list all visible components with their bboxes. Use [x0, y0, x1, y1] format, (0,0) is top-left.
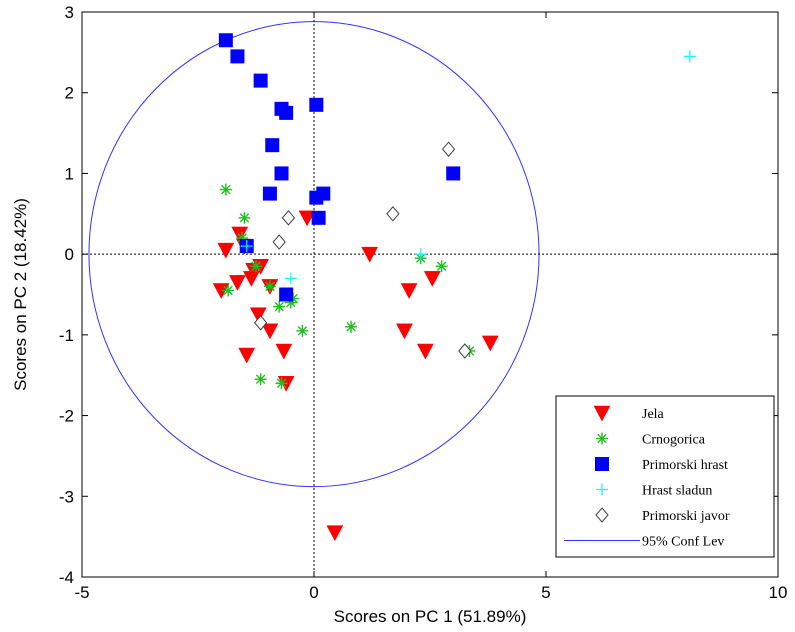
- data-point: [261, 323, 279, 340]
- y-axis-label: Scores on PC 2 (18.42%): [11, 198, 30, 391]
- data-point: [281, 210, 296, 226]
- data-point: [218, 33, 233, 48]
- legend-item: Jela: [593, 405, 665, 422]
- series-primorski-javor: [253, 141, 472, 359]
- data-point: [217, 242, 235, 259]
- legend-label: Primorski hrast: [642, 458, 728, 473]
- data-point: [416, 343, 434, 360]
- data-point: [683, 50, 696, 63]
- legend-item: 95% Conf Lev: [564, 535, 724, 550]
- axis-ticks: -5 0 5 10 -4 -3 -2 -1 0 1 2 3: [59, 3, 788, 602]
- data-point: [458, 343, 472, 359]
- y-tick-label: 3: [65, 3, 74, 22]
- y-tick-label: -2: [59, 407, 74, 426]
- data-point: [275, 377, 288, 390]
- x-tick-label: -5: [74, 583, 89, 602]
- data-point: [423, 271, 441, 287]
- legend-label: Crnogorica: [642, 433, 706, 448]
- data-point: [250, 260, 262, 273]
- data-point: [279, 105, 294, 120]
- data-point: [240, 240, 253, 253]
- data-point: [311, 210, 326, 225]
- data-point: [231, 226, 249, 243]
- data-point: [441, 141, 456, 157]
- data-point: [396, 323, 413, 340]
- data-point: [298, 210, 316, 227]
- legend-box: [555, 395, 775, 558]
- y-tick-label: -1: [59, 326, 74, 345]
- data-point: [242, 271, 260, 287]
- legend: Jela Crnogorica Primorski hrast Hrast sladu…: [555, 395, 775, 558]
- data-point: [446, 166, 461, 181]
- data-point: [229, 275, 246, 291]
- y-tick-label: -4: [59, 568, 74, 587]
- data-point: [284, 272, 297, 285]
- legend-marker: [596, 483, 608, 496]
- data-point: [253, 314, 268, 331]
- zero-lines: [82, 12, 778, 577]
- legend-label: Hrast sladun: [642, 484, 712, 499]
- data-point: [238, 211, 251, 224]
- data-point: [263, 280, 276, 293]
- data-point: [230, 49, 245, 64]
- x-axis-label: Scores on PC 1 (51.89%): [334, 607, 527, 626]
- legend-marker: [595, 457, 609, 471]
- x-tick-label: 0: [309, 583, 318, 602]
- legend-item: Primorski hrast: [595, 457, 728, 473]
- y-tick-label: 2: [65, 84, 74, 103]
- data-point: [435, 260, 448, 273]
- data-points: [212, 33, 696, 542]
- data-point: [238, 347, 256, 364]
- data-point: [361, 246, 379, 263]
- data-point: [279, 287, 294, 302]
- x-tick-label: 5: [541, 583, 550, 602]
- data-point: [414, 248, 427, 261]
- legend-item: Hrast sladun: [596, 483, 712, 499]
- y-tick-label: -3: [59, 487, 74, 506]
- data-point: [249, 307, 267, 324]
- legend-label: Jela: [642, 407, 665, 422]
- y-tick-label: 1: [65, 164, 74, 183]
- data-point: [262, 186, 277, 201]
- data-point: [386, 206, 400, 222]
- data-point: [222, 284, 235, 297]
- data-point: [400, 283, 418, 299]
- data-point: [219, 183, 232, 196]
- data-point: [309, 97, 324, 112]
- data-point: [253, 73, 268, 88]
- legend-item: Crnogorica: [596, 432, 706, 448]
- legend-marker: [593, 405, 611, 422]
- legend-label: Primorski javor: [642, 509, 730, 524]
- y-tick-label: 0: [65, 245, 74, 264]
- data-point: [265, 138, 280, 153]
- data-point: [274, 166, 289, 181]
- data-point: [326, 525, 344, 542]
- data-point: [272, 234, 286, 250]
- data-point: [481, 335, 499, 352]
- series-primorski-hrast: [218, 33, 461, 302]
- data-point: [316, 186, 331, 201]
- data-point: [275, 343, 293, 360]
- legend-item: Primorski javor: [595, 507, 730, 524]
- data-point: [296, 324, 309, 337]
- data-point: [345, 320, 358, 333]
- legend-marker: [595, 507, 609, 523]
- data-point: [254, 373, 267, 386]
- data-point: [273, 300, 286, 313]
- legend-marker: [596, 432, 608, 445]
- plot-frame: [81, 11, 779, 578]
- legend-label: 95% Conf Lev: [642, 535, 724, 550]
- series-crnogorica: [219, 183, 476, 390]
- series-hrast-sladun: [240, 50, 696, 285]
- x-tick-label: 10: [769, 583, 788, 602]
